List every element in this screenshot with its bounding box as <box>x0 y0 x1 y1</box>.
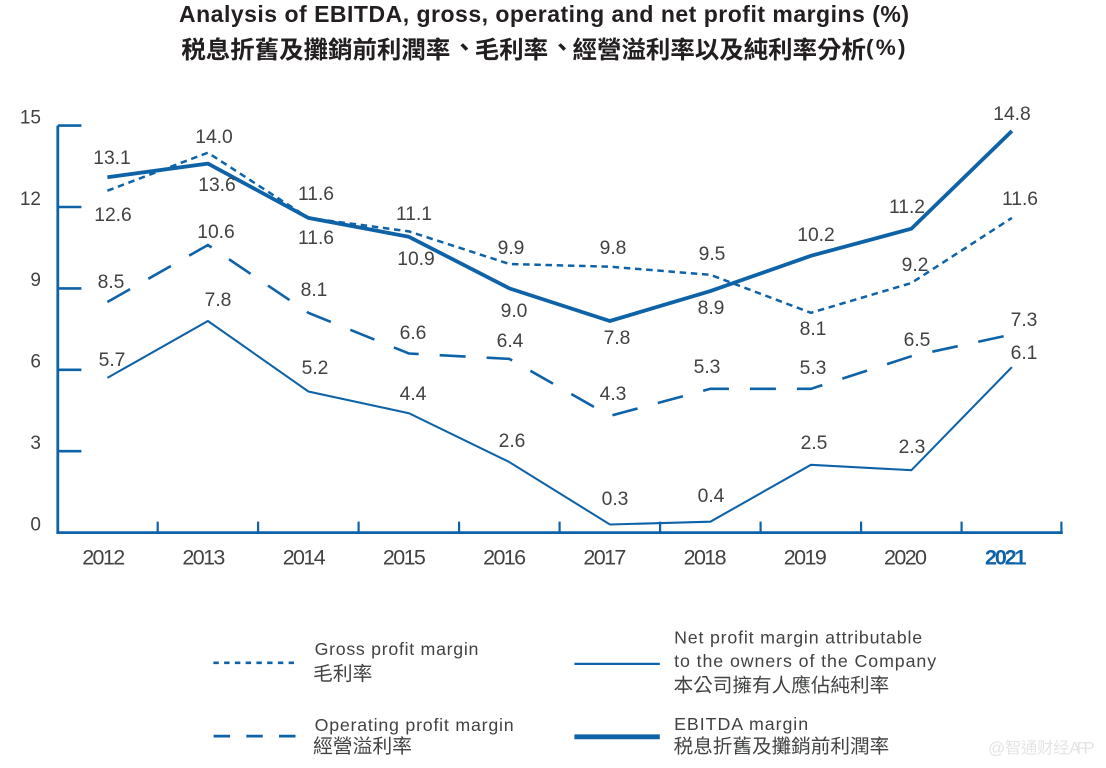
svg-text:13.6: 13.6 <box>198 175 236 196</box>
svg-text:Gross profit margin: Gross profit margin <box>315 639 479 659</box>
svg-text:2012: 2012 <box>82 546 125 570</box>
svg-text:9: 9 <box>30 270 41 291</box>
svg-text:15: 15 <box>20 107 41 128</box>
svg-text:2021: 2021 <box>985 546 1027 570</box>
svg-text:8.1: 8.1 <box>301 280 328 301</box>
svg-text:2017: 2017 <box>583 546 626 570</box>
svg-text:7.8: 7.8 <box>205 290 232 311</box>
svg-text:0.3: 0.3 <box>602 489 629 510</box>
svg-text:13.1: 13.1 <box>93 148 131 169</box>
svg-text:7.8: 7.8 <box>604 328 631 349</box>
svg-text:9.8: 9.8 <box>600 238 627 259</box>
svg-text:6: 6 <box>30 352 41 373</box>
svg-text:14.0: 14.0 <box>195 127 233 148</box>
svg-text:8.9: 8.9 <box>698 298 725 319</box>
svg-text:5.3: 5.3 <box>694 357 721 378</box>
svg-text:3: 3 <box>30 433 41 454</box>
svg-text:11.6: 11.6 <box>298 228 334 249</box>
svg-text:12: 12 <box>20 189 41 210</box>
svg-text:2.5: 2.5 <box>801 433 828 454</box>
svg-text:11.6: 11.6 <box>298 184 334 205</box>
svg-text:2016: 2016 <box>483 546 526 570</box>
svg-text:(%): (%) <box>866 35 906 60</box>
svg-text:5.2: 5.2 <box>302 358 329 379</box>
svg-text:5.7: 5.7 <box>99 350 126 371</box>
svg-text:6.4: 6.4 <box>497 331 524 352</box>
svg-text:Net profit margin attributable: Net profit margin attributable <box>674 628 922 648</box>
svg-text:11.2: 11.2 <box>889 197 925 218</box>
svg-text:2018: 2018 <box>684 546 727 570</box>
svg-text:2.6: 2.6 <box>499 431 526 452</box>
svg-text:9.5: 9.5 <box>699 244 726 265</box>
svg-text:0: 0 <box>30 514 41 535</box>
svg-text:10.6: 10.6 <box>197 222 235 243</box>
svg-text:2013: 2013 <box>182 546 225 570</box>
svg-text:10.9: 10.9 <box>397 249 435 270</box>
svg-text:2.3: 2.3 <box>899 437 926 458</box>
svg-text:@: @ <box>988 739 1005 758</box>
svg-text:10.2: 10.2 <box>797 225 835 246</box>
svg-text:Analysis of EBITDA, gross, ope: Analysis of EBITDA, gross, operating and… <box>179 1 909 27</box>
svg-text:APP: APP <box>1069 740 1095 758</box>
svg-text:8.5: 8.5 <box>98 272 125 293</box>
svg-text:9.0: 9.0 <box>501 301 528 322</box>
svg-text:6.1: 6.1 <box>1011 343 1038 364</box>
svg-text:12.6: 12.6 <box>94 205 132 226</box>
svg-text:8.1: 8.1 <box>800 319 827 340</box>
svg-text:2020: 2020 <box>884 546 927 570</box>
svg-text:EBITDA margin: EBITDA margin <box>674 714 808 734</box>
svg-text:Operating profit margin: Operating profit margin <box>315 715 514 735</box>
svg-text:9.2: 9.2 <box>902 255 929 276</box>
svg-text:14.8: 14.8 <box>993 104 1031 125</box>
svg-text:to the owners of the Company: to the owners of the Company <box>674 651 936 671</box>
svg-text:5.3: 5.3 <box>800 358 827 379</box>
svg-text:6.5: 6.5 <box>904 330 931 351</box>
svg-text:2019: 2019 <box>784 546 827 570</box>
svg-text:0.4: 0.4 <box>698 486 725 507</box>
svg-text:11.1: 11.1 <box>396 204 432 225</box>
svg-text:11.6: 11.6 <box>1002 189 1038 210</box>
svg-text:9.9: 9.9 <box>498 238 525 259</box>
svg-text:2015: 2015 <box>383 546 426 570</box>
svg-text:4.4: 4.4 <box>400 384 427 405</box>
svg-text:4.3: 4.3 <box>600 384 627 405</box>
svg-text:2014: 2014 <box>283 546 326 570</box>
svg-text:6.6: 6.6 <box>400 323 427 344</box>
svg-text:7.3: 7.3 <box>1011 310 1038 331</box>
